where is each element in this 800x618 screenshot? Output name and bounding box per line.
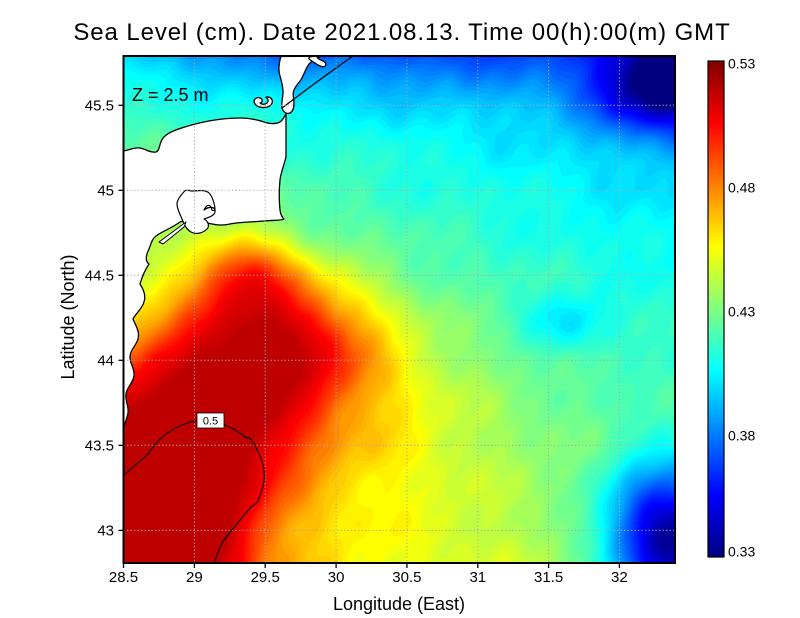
- svg-text:0.5: 0.5: [203, 416, 218, 428]
- svg-text:0.53: 0.53: [728, 56, 755, 72]
- svg-text:0.38: 0.38: [728, 428, 755, 444]
- svg-text:Longitude (East): Longitude (East): [333, 594, 465, 614]
- svg-text:0.48: 0.48: [728, 180, 755, 196]
- svg-text:29: 29: [186, 569, 203, 586]
- svg-text:Z = 2.5 m: Z = 2.5 m: [132, 85, 209, 105]
- svg-text:30.5: 30.5: [392, 569, 421, 586]
- svg-text:45.5: 45.5: [85, 97, 114, 114]
- svg-text:44: 44: [97, 352, 114, 369]
- svg-text:32: 32: [611, 569, 628, 586]
- svg-text:44.5: 44.5: [85, 267, 114, 284]
- svg-text:28.5: 28.5: [109, 569, 138, 586]
- svg-text:0.33: 0.33: [728, 544, 755, 560]
- svg-text:45: 45: [97, 182, 114, 199]
- svg-text:Latitude (North): Latitude (North): [58, 254, 78, 379]
- svg-text:0.43: 0.43: [728, 304, 755, 320]
- svg-text:43: 43: [97, 522, 114, 539]
- svg-text:29.5: 29.5: [251, 569, 280, 586]
- svg-text:Sea Level (cm). Date 2021.08.1: Sea Level (cm). Date 2021.08.13. Time 00…: [73, 19, 730, 46]
- svg-text:31.5: 31.5: [534, 569, 563, 586]
- svg-text:31: 31: [469, 569, 486, 586]
- svg-text:43.5: 43.5: [85, 437, 114, 454]
- svg-text:30: 30: [328, 569, 345, 586]
